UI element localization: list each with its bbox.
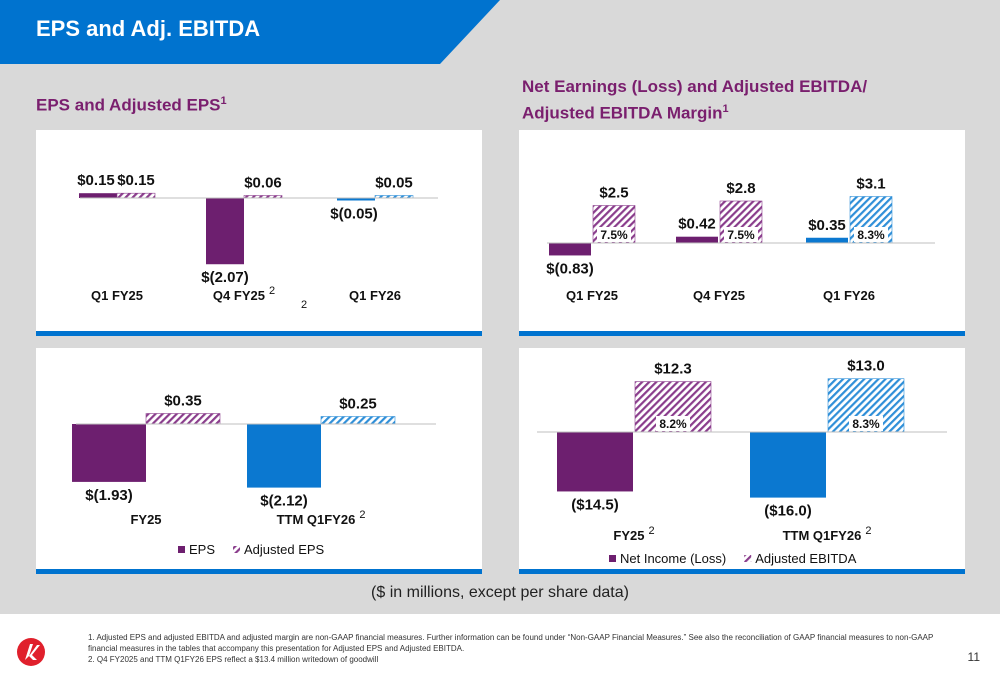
units-note: ($ in millions, except per share data) bbox=[371, 584, 629, 601]
category-label-0-0: Q1 FY25 bbox=[91, 288, 143, 303]
bar-eps-0 bbox=[72, 424, 146, 482]
chart-eps-quarterly: $0.15 $0.15 Q1 FY25 $(2.07) $0.06 Q4 FY25 2 $(0… bbox=[77, 172, 438, 311]
margin-label-bg-3-0 bbox=[656, 416, 690, 431]
category-sup-3-1: 2 bbox=[865, 525, 871, 537]
legend-swatch-2-1 bbox=[233, 546, 241, 553]
legend-swatch-3-0 bbox=[609, 555, 616, 562]
legend-3: Net Income (Loss) Adjusted EBITDA bbox=[609, 551, 857, 566]
margin-label-bg-3-1 bbox=[849, 416, 883, 431]
legend-swatch-3-1 bbox=[744, 555, 752, 562]
left-section-title-text: EPS and Adjusted EPS bbox=[36, 95, 221, 115]
legend-swatch-2-0 bbox=[178, 546, 185, 553]
title-banner: EPS and Adj. EBITDA bbox=[0, 0, 1000, 64]
data-label-2-s0-0: $(1.93) bbox=[85, 487, 133, 504]
panel-net-earnings-quarterly: $(0.83) $2.5 7.5% Q1 FY25 $0.42 $2.8 7.5% Q4 FY… bbox=[519, 130, 965, 336]
bar-net-income-loss--1 bbox=[676, 236, 718, 243]
panel-eps-annual: $(1.93) $0.35 FY25 $(2.12) $0.25 TTM Q1FY26 2 E… bbox=[36, 348, 482, 574]
category-sup-3-0: 2 bbox=[648, 525, 654, 537]
panel-eps-quarterly: $0.15 $0.15 Q1 FY25 $(2.07) $0.06 Q4 FY25 2 $(0… bbox=[36, 130, 482, 336]
bar-net-income-loss--1 bbox=[750, 432, 826, 498]
data-label-0-s0-1: $(2.07) bbox=[201, 269, 249, 286]
footer: 1. Adjusted EPS and adjusted EBITDA and … bbox=[0, 614, 1000, 685]
footnote-2: 2. Q4 FY2025 and TTM Q1FY26 EPS reflect … bbox=[88, 655, 379, 664]
panel-net-earnings-annual: ($14.5) $12.3 8.2% FY25 2 ($16.0) $13.0 8.3% TTM… bbox=[519, 348, 965, 574]
bar-net-income-loss--2 bbox=[806, 237, 848, 243]
data-label-0-s0-2: $(0.05) bbox=[330, 206, 378, 223]
margin-label-bg-1-2 bbox=[854, 227, 888, 242]
data-label-2-s1-0: $0.35 bbox=[164, 393, 202, 410]
footnote-1: 1. Adjusted EPS and adjusted EBITDA and … bbox=[88, 633, 934, 653]
legend-label-2-1: Adjusted EPS bbox=[244, 542, 325, 557]
data-label-0-s1-0: $0.15 bbox=[117, 172, 155, 189]
right-section-title-line1: Net Earnings (Loss) and Adjusted EBITDA/ bbox=[522, 77, 868, 96]
data-label-3-s0-1: ($16.0) bbox=[764, 503, 812, 520]
margin-label-3-0: 8.2% bbox=[659, 417, 687, 431]
category-label-3-1: TTM Q1FY26 2 bbox=[783, 525, 872, 543]
bar-eps-1 bbox=[247, 424, 321, 488]
category-label-3-0: FY25 2 bbox=[613, 525, 654, 543]
bar-adjusted-eps-0 bbox=[116, 192, 156, 199]
category-label-2-1: TTM Q1FY26 2 bbox=[277, 509, 366, 527]
chart-net-earnings-quarterly: $(0.83) $2.5 7.5% Q1 FY25 $0.42 $2.8 7.5% Q4 FY… bbox=[546, 176, 935, 303]
bar-eps-0 bbox=[79, 193, 117, 198]
data-label-1-s0-2: $0.35 bbox=[808, 217, 846, 234]
right-section-title-line2: Adjusted EBITDA Margin bbox=[522, 103, 723, 123]
data-label-3-s0-0: ($14.5) bbox=[571, 496, 619, 513]
left-section-sup: 1 bbox=[220, 95, 227, 107]
data-label-0-s0-0: $0.15 bbox=[77, 172, 115, 189]
page-title: EPS and Adj. EBITDA bbox=[36, 16, 261, 41]
stray-sup-0: 2 bbox=[301, 299, 307, 311]
right-section-title: Net Earnings (Loss) and Adjusted EBITDA/… bbox=[522, 76, 867, 125]
margin-label-3-1: 8.3% bbox=[852, 417, 880, 431]
data-label-1-s1-2: $3.1 bbox=[856, 176, 885, 193]
chart-eps-annual: $(1.93) $0.35 FY25 $(2.12) $0.25 TTM Q1FY26 2 E… bbox=[72, 393, 436, 557]
category-label-0-1: Q4 FY25 2 bbox=[213, 285, 275, 303]
margin-label-1-0: 7.5% bbox=[600, 228, 628, 242]
data-label-1-s1-0: $2.5 bbox=[599, 185, 628, 202]
margin-label-1-1: 7.5% bbox=[727, 228, 755, 242]
bar-eps-1 bbox=[206, 198, 244, 265]
bar-adjusted-eps-1 bbox=[320, 416, 396, 425]
data-label-3-s1-0: $12.3 bbox=[654, 361, 692, 378]
left-section-title: EPS and Adjusted EPS1 bbox=[36, 90, 227, 117]
legend-2: EPS Adjusted EPS bbox=[178, 542, 325, 557]
legend-label-3-0: Net Income (Loss) bbox=[620, 551, 726, 566]
legend-label-2-0: EPS bbox=[189, 542, 215, 557]
legend-label-3-1: Adjusted EBITDA bbox=[755, 551, 856, 566]
category-label-0-2: Q1 FY26 bbox=[349, 288, 401, 303]
margin-label-1-2: 8.3% bbox=[857, 228, 885, 242]
data-label-1-s1-1: $2.8 bbox=[726, 180, 755, 197]
page-number: 11 bbox=[967, 650, 980, 664]
bar-net-income-loss--0 bbox=[549, 243, 591, 256]
margin-label-bg-1-1 bbox=[724, 227, 758, 242]
data-label-2-s1-1: $0.25 bbox=[339, 396, 377, 413]
title-banner-shape bbox=[0, 0, 500, 64]
bar-adjusted-eps-0 bbox=[145, 413, 221, 425]
category-label-2-0: FY25 bbox=[130, 512, 161, 527]
data-label-0-s1-1: $0.06 bbox=[244, 175, 282, 192]
chart-net-earnings-annual: ($14.5) $12.3 8.2% FY25 2 ($16.0) $13.0 8.3% TTM… bbox=[537, 358, 947, 566]
data-label-2-s0-1: $(2.12) bbox=[260, 493, 308, 510]
data-label-3-s1-1: $13.0 bbox=[847, 358, 885, 375]
right-section-sup: 1 bbox=[722, 103, 729, 115]
data-label-1-s0-0: $(0.83) bbox=[546, 260, 594, 277]
category-label-1-2: Q1 FY26 bbox=[823, 288, 875, 303]
category-label-1-0: Q1 FY25 bbox=[566, 288, 618, 303]
bar-net-income-loss--0 bbox=[557, 432, 633, 492]
category-sup-2-1: 2 bbox=[359, 509, 365, 521]
footnotes: 1. Adjusted EPS and adjusted EBITDA and … bbox=[88, 632, 948, 665]
margin-label-bg-1-0 bbox=[597, 227, 631, 242]
data-label-0-s1-2: $0.05 bbox=[375, 175, 413, 192]
data-label-1-s0-1: $0.42 bbox=[678, 216, 716, 233]
category-sup-0-1: 2 bbox=[269, 285, 275, 297]
bar-eps-2 bbox=[337, 198, 375, 201]
company-logo-icon bbox=[17, 638, 45, 666]
category-label-1-1: Q4 FY25 bbox=[693, 288, 745, 303]
